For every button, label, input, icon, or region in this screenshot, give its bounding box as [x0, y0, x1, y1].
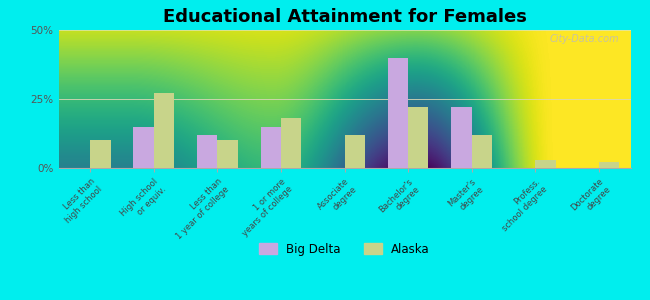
- Legend: Big Delta, Alaska: Big Delta, Alaska: [253, 237, 436, 262]
- Bar: [90, 140, 110, 168]
- Bar: [599, 163, 619, 168]
- Bar: [387, 58, 408, 168]
- Bar: [472, 135, 492, 168]
- Bar: [535, 160, 556, 168]
- Bar: [217, 140, 238, 168]
- Text: City-Data.com: City-Data.com: [549, 34, 619, 44]
- Title: Educational Attainment for Females: Educational Attainment for Females: [162, 8, 526, 26]
- Bar: [261, 127, 281, 168]
- Bar: [281, 118, 302, 168]
- Bar: [133, 127, 154, 168]
- Bar: [197, 135, 217, 168]
- Bar: [408, 107, 428, 168]
- Bar: [451, 107, 472, 168]
- Bar: [344, 135, 365, 168]
- Bar: [154, 94, 174, 168]
